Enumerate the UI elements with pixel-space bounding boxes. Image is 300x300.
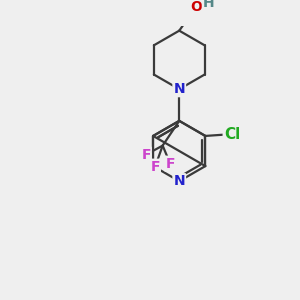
Text: Cl: Cl (224, 127, 240, 142)
Text: N: N (173, 174, 185, 188)
Text: O: O (190, 0, 202, 14)
Text: F: F (141, 148, 151, 162)
Text: N: N (173, 82, 185, 96)
Text: F: F (150, 160, 160, 174)
Text: F: F (165, 157, 175, 171)
Text: H: H (203, 0, 214, 11)
